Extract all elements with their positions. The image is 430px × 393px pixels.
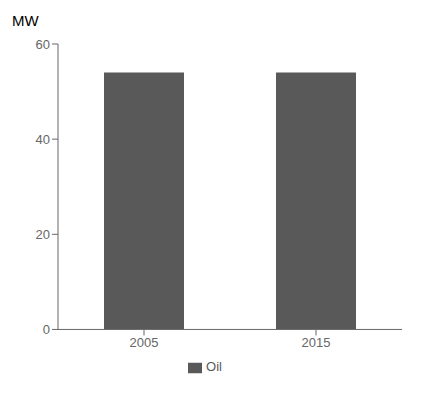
svg-text:60: 60	[36, 37, 50, 52]
svg-text:2015: 2015	[302, 335, 331, 350]
svg-text:20: 20	[36, 227, 50, 242]
svg-text:0: 0	[43, 322, 50, 337]
svg-text:2005: 2005	[130, 335, 159, 350]
svg-text:40: 40	[36, 132, 50, 147]
html-text:Oil: Oil	[206, 359, 222, 375]
html-text:MW: MW	[12, 12, 39, 29]
